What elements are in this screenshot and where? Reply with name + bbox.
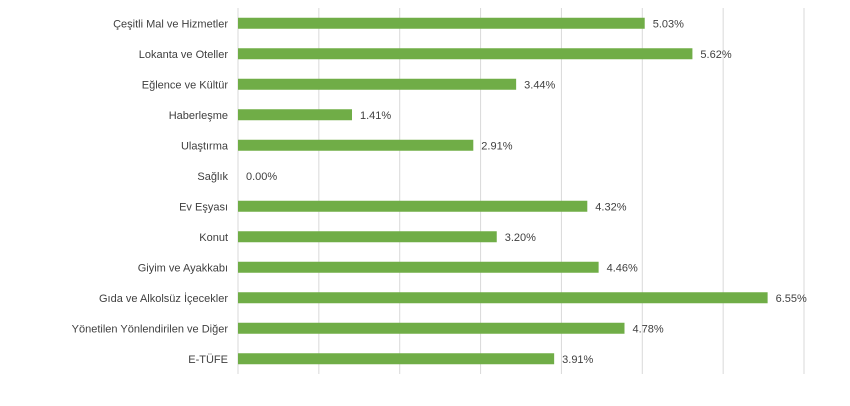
category-label: Giyim ve Ayakkabı [138, 262, 228, 274]
category-label: Ulaştırma [181, 140, 229, 152]
bar [238, 48, 693, 60]
bar [238, 353, 555, 365]
bar [238, 200, 588, 212]
data-label: 6.55% [776, 293, 807, 305]
data-label: 3.44% [524, 79, 555, 91]
category-label: Yönetilen Yönlendirilen ve Diğer [72, 323, 229, 335]
data-label: 1.41% [360, 110, 391, 122]
data-label: 4.78% [632, 323, 663, 335]
bar [238, 17, 645, 29]
data-label: 4.46% [607, 262, 638, 274]
category-label: Sağlık [197, 171, 228, 183]
bar [238, 139, 474, 151]
data-label: 3.20% [505, 232, 536, 244]
bar [238, 109, 353, 121]
bars [238, 17, 768, 365]
bar [238, 261, 599, 273]
data-label: 3.91% [562, 354, 593, 366]
category-label: Eğlence ve Kültür [142, 79, 229, 91]
data-label: 4.32% [595, 201, 626, 213]
bar [238, 78, 517, 90]
data-label: 2.91% [481, 140, 512, 152]
bar [238, 292, 768, 304]
category-label: E-TÜFE [188, 354, 228, 366]
gridlines [237, 8, 805, 374]
category-label: Ev Eşyası [179, 201, 228, 213]
value-labels: 5.03% 5.62% 3.44% 1.41% 2.91% 0.00% 4.32% 3.20%… [246, 18, 807, 366]
category-label: Haberleşme [169, 110, 228, 122]
data-label: 5.62% [700, 49, 731, 61]
category-label: Lokanta ve Oteller [139, 49, 229, 61]
data-label: 0.00% [246, 171, 277, 183]
data-label: 5.03% [653, 18, 684, 30]
bar [238, 322, 625, 334]
category-label: Çeşitli Mal ve Hizmetler [113, 18, 228, 30]
category-label: Gıda ve Alkolsüz İçecekler [99, 292, 228, 305]
category-labels: Çeşitli Mal ve Hizmetler Lokanta ve Otell… [72, 18, 229, 366]
category-label: Konut [199, 232, 228, 244]
bar [238, 231, 497, 243]
